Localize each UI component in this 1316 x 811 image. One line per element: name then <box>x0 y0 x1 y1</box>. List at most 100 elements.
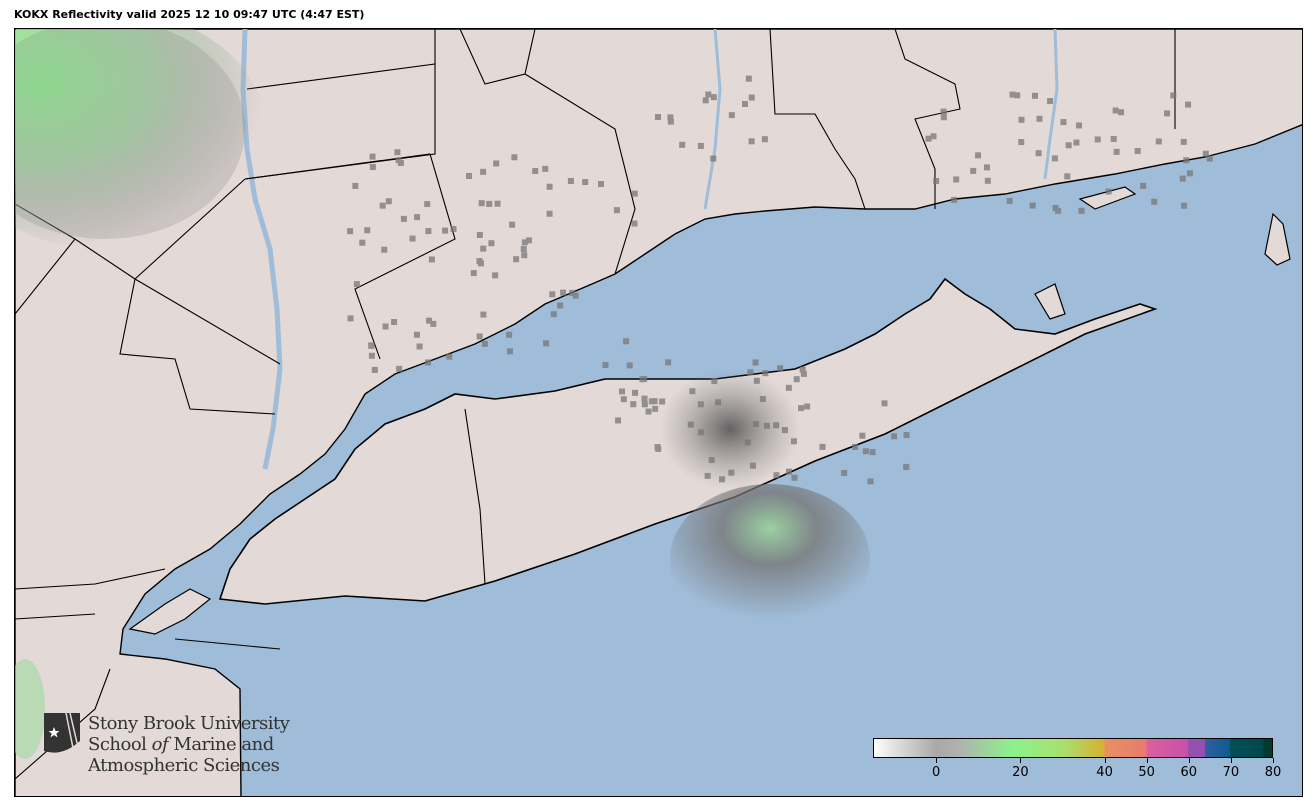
echo-pixel <box>396 365 403 372</box>
echo-pixel <box>476 258 483 265</box>
echo-pixel <box>759 396 766 403</box>
echo-pixel <box>1155 138 1162 145</box>
echo-pixel <box>984 177 991 184</box>
echo-pixel <box>1051 155 1058 162</box>
echo-pixel <box>1035 150 1042 157</box>
echo-pixel <box>426 317 433 324</box>
logo-line-2a: School <box>88 734 152 755</box>
colorbar-tick-label: 20 <box>1012 765 1029 780</box>
echo-pixel <box>488 240 495 247</box>
echo-pixel <box>567 178 574 185</box>
echo-pixel <box>687 421 694 428</box>
echo-pixel <box>1029 202 1036 209</box>
echo-pixel <box>1018 116 1025 123</box>
echo-pixel <box>385 198 392 205</box>
colorbar-tick-label: 40 <box>1096 765 1113 780</box>
echo-pixel <box>631 190 638 197</box>
echo-pixel <box>679 141 686 148</box>
echo-pixel <box>1202 150 1209 157</box>
echo-pixel <box>466 172 473 179</box>
colorbar <box>873 738 1273 758</box>
echo-pixel <box>867 478 874 485</box>
colorbar-tick <box>1273 758 1274 763</box>
echo-pixel <box>542 165 549 172</box>
echo-pixel <box>753 420 760 427</box>
echo-pixel <box>1018 139 1025 146</box>
echo-pixel <box>492 272 499 279</box>
sbu-logo: Stony Brook University School of Marine … <box>44 713 290 776</box>
echo-pixel <box>550 311 557 318</box>
echo-pixel <box>430 320 437 327</box>
logo-line-1: Stony Brook University <box>88 713 290 734</box>
echo-pixel <box>371 366 378 373</box>
echo-pixel <box>631 220 638 227</box>
echo-pixel <box>1094 136 1101 143</box>
echo-pixel <box>641 395 648 402</box>
echo-pixel <box>859 432 866 439</box>
echo-pixel <box>781 427 788 434</box>
echo-pixel <box>442 227 449 234</box>
colorbar-tick <box>1230 758 1232 763</box>
echo-pixel <box>509 221 516 228</box>
echo-pixel <box>414 214 421 221</box>
echo-pixel <box>1064 173 1071 180</box>
echo-pixel <box>1164 110 1171 117</box>
echo-pixel <box>773 472 780 479</box>
echo-pixel <box>710 155 717 162</box>
echo-pixel <box>793 376 800 383</box>
echo-pixel <box>655 114 662 121</box>
echo-pixel <box>881 400 888 407</box>
echo-pixel <box>891 433 898 440</box>
echo-pixel <box>494 200 501 207</box>
echo-pixel <box>903 432 910 439</box>
echo-pixel <box>424 201 431 208</box>
echo-pixel <box>513 256 520 263</box>
echo-pixel <box>470 270 477 277</box>
mainland <box>15 29 1302 796</box>
echo-pixel <box>521 252 528 259</box>
echo-pixel <box>665 359 672 366</box>
echo-pixel <box>493 160 500 167</box>
echo-pixel <box>369 164 376 171</box>
colorbar-tick <box>1188 758 1190 763</box>
echo-pixel <box>785 384 792 391</box>
echo-pixel <box>804 403 811 410</box>
logo-line-2c: Marine and <box>168 734 274 755</box>
radar-map[interactable] <box>14 28 1303 797</box>
echo-pixel <box>1179 175 1186 182</box>
echo-pixel <box>786 468 793 475</box>
echo-pixel <box>382 323 389 330</box>
echo-pixel <box>752 359 759 366</box>
echo-pixel <box>708 457 715 464</box>
colorbar-tick-label: 0 <box>932 765 941 780</box>
echo-pixel <box>521 239 528 246</box>
echo-pixel <box>478 200 485 207</box>
echo-pixel <box>476 333 483 340</box>
echo-pixel <box>1185 101 1192 108</box>
echo-pixel <box>620 396 627 403</box>
echo-pixel <box>364 227 371 234</box>
echo-pixel <box>428 256 435 263</box>
echo-pixel <box>667 114 674 121</box>
colorbar-tick <box>936 758 938 763</box>
echo-pixel <box>347 315 354 322</box>
echo-pixel <box>667 118 674 125</box>
echo-pixel <box>347 228 354 235</box>
echo-pixel <box>1047 98 1054 105</box>
echo-pixel <box>761 136 768 143</box>
echo-pixel <box>626 362 633 369</box>
echo-pixel <box>1110 135 1117 142</box>
echo-pixel <box>353 281 360 288</box>
echo-pixel <box>1036 115 1043 122</box>
echo-pixel <box>368 342 375 349</box>
echo-pixel <box>1183 157 1190 164</box>
echo-pixel <box>745 75 752 82</box>
echo-pixel <box>520 246 527 253</box>
echo-pixel <box>557 302 564 309</box>
echo-pixel <box>1078 207 1085 214</box>
echo-pixel <box>697 142 704 149</box>
echo-pixel <box>702 97 709 104</box>
echo-pixel <box>400 215 407 222</box>
echo-pixel <box>659 398 666 405</box>
colorbar-tick-label: 70 <box>1222 765 1240 780</box>
